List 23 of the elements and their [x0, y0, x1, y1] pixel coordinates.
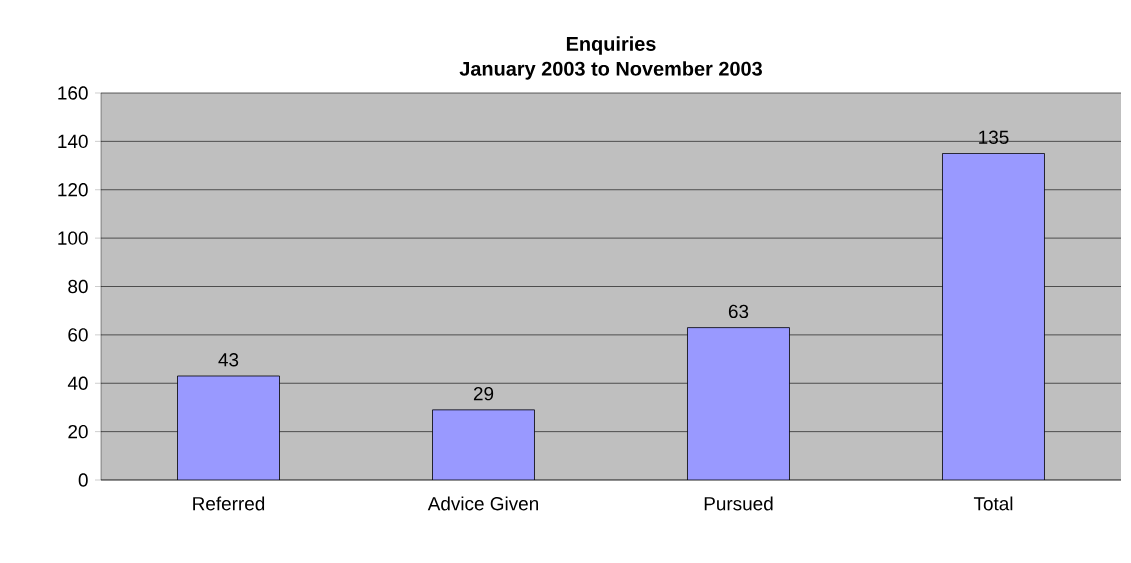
bar	[687, 327, 790, 480]
bar	[177, 375, 280, 480]
chart-subtitle: January 2003 to November 2003	[459, 61, 762, 80]
data-label: 135	[979, 130, 1009, 144]
bar	[432, 409, 535, 480]
x-tick-label: Referred	[193, 496, 265, 511]
bar	[942, 153, 1045, 480]
x-tick-label: Pursued	[704, 496, 773, 511]
y-tick-label: 40	[67, 376, 88, 390]
data-label: 29	[473, 386, 494, 401]
y-tick-label: 20	[68, 424, 88, 439]
y-tick-label: 0	[78, 473, 88, 487]
y-tick-label: 160	[58, 86, 88, 100]
y-tick-label: 60	[68, 328, 88, 342]
data-label: 43	[218, 353, 239, 367]
y-tick-label: 120	[58, 183, 88, 197]
chart-title: Enquiries	[566, 36, 656, 55]
y-tick-label: 80	[68, 279, 88, 294]
x-tick-label: Advice Given	[427, 496, 538, 511]
y-tick-label: 140	[58, 134, 88, 149]
y-tick-label: 100	[58, 231, 88, 245]
data-label: 63	[728, 304, 749, 319]
x-tick-label: Total	[973, 496, 1013, 511]
